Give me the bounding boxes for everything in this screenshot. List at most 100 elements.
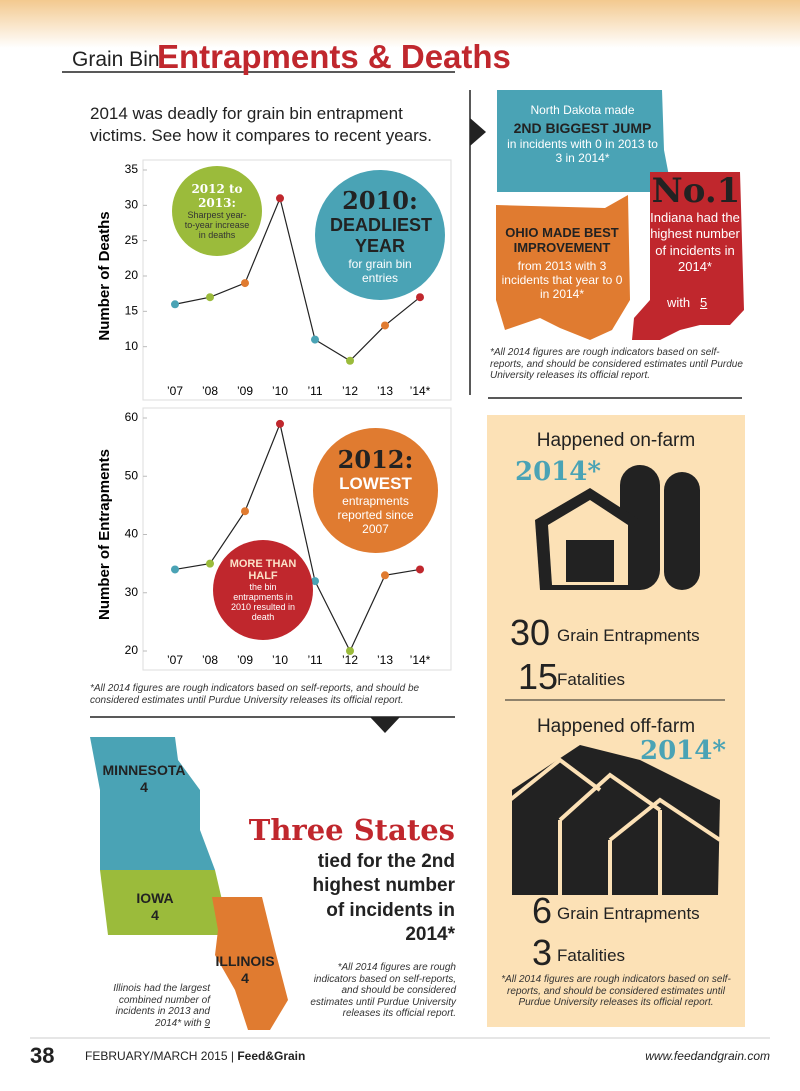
data-point [171,565,179,574]
data-point [311,335,319,344]
y-tick-label: 10 [125,339,139,353]
nd-text: in incidents with 0 in 2013 to 3 in 2014… [507,137,658,165]
x-tick-label: ’07 [167,653,183,667]
annotation-title: 2012: [337,445,414,474]
illinois-name: ILLINOIS [215,953,275,969]
annotation-text: for grain bin entries [348,256,412,285]
data-point [346,356,354,365]
off-farm-fatalities-label: Fatalities [557,946,626,965]
annotation-title: 2010: [342,185,418,215]
x-tick-label: ’14* [410,653,431,667]
x-tick-label: ’08 [202,384,218,398]
data-point [206,559,214,568]
data-point [206,293,214,302]
minnesota-count: 4 [140,779,148,795]
footer-url: www.feedandgrain.com [645,1049,770,1063]
off-farm-fatalities: 3 [532,932,553,973]
x-tick-label: ’12 [342,384,358,398]
iowa-count: 4 [151,907,159,923]
map-subhead: tied for the 2nd highest number of incid… [312,851,455,945]
annotation-text: the bin entrapments in 2010 resulted in … [230,582,296,622]
annotation-bubble: MORE THAN HALF the bin entrapments in 20… [213,540,313,640]
on-farm-year: 2014* [515,457,601,487]
data-point [241,279,249,288]
x-tick-label: ’12 [342,653,358,667]
data-point [241,507,249,516]
footnote: *All 2014 figures are rough indicators b… [90,683,420,706]
indiana-text: Indiana had the highest number of incide… [650,210,740,274]
annotation-subtitle: LOWEST [339,474,412,493]
iowa-name: IOWA [136,890,174,906]
nd-headline: 2ND BIGGEST JUMP [513,120,652,136]
on-farm-fatalities-label: Fatalities [557,670,626,689]
y-tick-label: 35 [125,162,139,176]
on-farm-entrapments: 30 [510,612,551,653]
y-tick-label: 15 [125,304,139,318]
indiana-headline: No.1 [651,171,741,211]
annotation-text: entrapments reported since 2007 [337,494,414,536]
annotation-title: MORE THAN HALF [229,558,297,582]
y-axis-label: Number of Entrapments [96,449,113,620]
ohio-text: from 2013 with 3 incidents that year to … [501,259,623,301]
minnesota-name: MINNESOTA [102,762,186,778]
page-number: 38 [30,1043,55,1068]
x-tick-label: ’11 [307,384,322,398]
x-tick-label: ’08 [202,653,218,667]
y-tick-label: 20 [125,643,139,657]
data-point [381,571,389,580]
annotation-text: Sharpest year-to-year increase in deaths [184,210,250,240]
x-tick-label: ’09 [237,653,253,667]
annotation-bubble: 2010: DEADLIEST YEAR for grain bin entri… [315,170,445,300]
chart-frame [142,407,452,671]
y-tick-label: 30 [125,585,139,599]
x-tick-label: ’10 [272,384,288,398]
issue: FEBRUARY/MARCH 2015 [85,1049,228,1063]
x-tick-label: ’11 [307,653,322,667]
on-farm-heading: Happened on-farm [536,430,696,451]
y-tick-label: 50 [125,468,139,482]
illinois-total: 9 [204,1017,210,1029]
x-tick-label: ’09 [237,384,253,398]
annotation-bubble: 2012: LOWEST entrapments reported since … [313,428,438,553]
off-farm-year: 2014* [640,736,726,766]
on-farm-entrapments-label: Grain Entrapments [557,626,700,645]
indiana-with: with [667,295,691,310]
footnote: *All 2014 figures are rough indicators b… [501,974,731,1008]
page-title: Entrapments & Deaths [157,38,511,75]
intro: 2014 was deadly for grain bin entrapment… [90,104,433,146]
footnote: *All 2014 figures are rough indicators b… [310,962,456,1019]
data-point [171,300,179,309]
magazine: Feed&Grain [237,1049,306,1063]
annotation-bubble: 2012 to 2013: Sharpest year-to-year incr… [172,166,262,256]
ohio-headline: OHIO MADE BEST IMPROVEMENT [505,225,619,255]
data-point [311,577,319,586]
annotation-subtitle: DEADLIEST YEAR [330,214,433,256]
section-label: Grain Bin [72,48,160,71]
data-line [174,196,421,362]
illinois-note-text: Illinois had the largest combined number… [113,983,210,1029]
y-tick-label: 25 [125,233,139,247]
off-farm-heading: Happened off-farm [536,716,696,737]
x-tick-label: ’14* [410,384,431,398]
y-tick-label: 30 [125,198,139,212]
nd-lead: North Dakota made [530,103,635,117]
y-tick-label: 40 [125,527,139,541]
x-tick-label: ’13 [377,653,393,667]
x-tick-label: ’13 [377,384,393,398]
y-axis-label: Number of Deaths [96,211,113,340]
y-tick-label: 60 [125,410,139,424]
chart-frame [142,159,452,401]
data-point [346,647,354,655]
data-line [174,421,421,653]
separator: | [230,1049,234,1063]
x-tick-label: ’07 [167,384,183,398]
data-point [416,293,424,302]
map-headline: Three States [248,813,455,847]
illinois-note: Illinois had the largest combined number… [100,983,210,1029]
off-farm-entrapments-label: Grain Entrapments [557,904,700,923]
x-tick-label: ’10 [272,653,288,667]
data-point [276,194,284,203]
